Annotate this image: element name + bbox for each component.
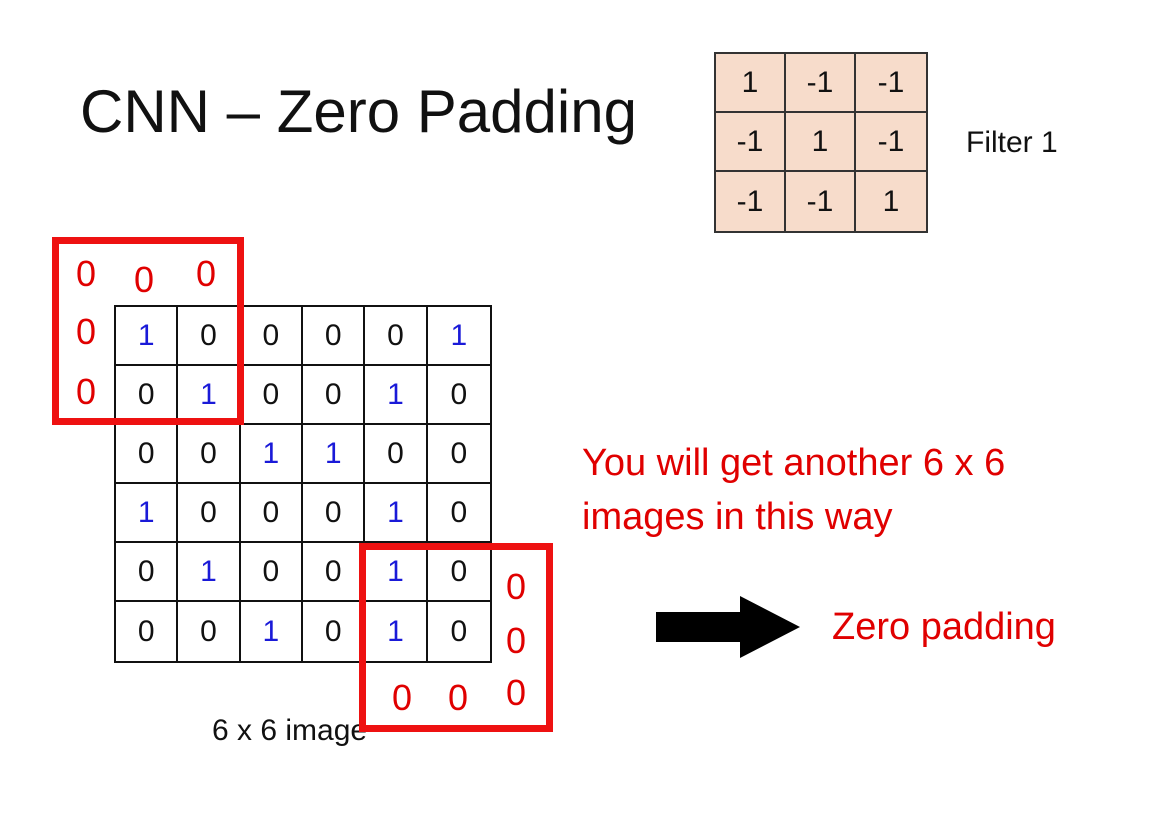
filter-cell: -1 xyxy=(856,113,926,172)
padding-zero: 0 xyxy=(134,259,155,300)
filter-cell: 1 xyxy=(716,54,786,113)
image-cell: 1 xyxy=(116,484,179,543)
image-cell: 1 xyxy=(240,425,303,484)
image-cell: 1 xyxy=(302,425,366,484)
image-cell: 0 xyxy=(116,543,179,602)
image-cell: 0 xyxy=(365,307,428,366)
image-cell: 0 xyxy=(303,602,366,661)
image-cell: 1 xyxy=(365,602,428,661)
filter-cell: -1 xyxy=(786,172,856,231)
note-line-1: You will get another 6 x 6 xyxy=(582,442,1006,484)
filter-label: Filter 1 xyxy=(966,126,1058,159)
image-cell: 0 xyxy=(240,366,303,425)
filter-cell: -1 xyxy=(716,172,786,231)
note-line-2: images in this way xyxy=(582,496,893,538)
padding-zero: 0 xyxy=(448,677,469,718)
filter-cell: -1 xyxy=(716,113,786,172)
image-cell: 0 xyxy=(302,484,366,543)
filter-cell: 1 xyxy=(786,113,856,172)
slide-title: CNN – Zero Padding xyxy=(80,78,637,145)
image-cell: 0 xyxy=(365,425,428,484)
image-cell: 0 xyxy=(302,543,366,602)
image-cell: 0 xyxy=(302,307,366,366)
filter-cell: -1 xyxy=(856,54,926,113)
filter-matrix: 1 -1 -1 -1 1 -1 -1 -1 1 xyxy=(714,52,928,233)
padding-zero: 0 xyxy=(506,672,527,713)
image-cell: 0 xyxy=(178,484,241,543)
zero-padding-label: Zero padding xyxy=(832,606,1056,648)
padding-zero: 0 xyxy=(196,253,217,294)
image-cell: 1 xyxy=(116,307,179,366)
receptive-field-box-bottom-right xyxy=(359,543,553,732)
padding-zero: 0 xyxy=(506,620,527,661)
image-cell: 0 xyxy=(302,366,366,425)
filter-cell: -1 xyxy=(786,54,856,113)
image-cell: 0 xyxy=(240,484,303,543)
padding-zero: 0 xyxy=(76,311,97,352)
image-cell: 0 xyxy=(427,366,490,425)
padding-zero: 0 xyxy=(506,566,527,607)
image-cell: 0 xyxy=(178,602,241,661)
image-caption: 6 x 6 image xyxy=(212,714,368,747)
image-cell: 0 xyxy=(240,543,303,602)
image-cell: 1 xyxy=(178,543,241,602)
image-matrix: 1 0 0 0 0 1 0 1 0 0 1 0 0 0 1 1 0 0 1 0 … xyxy=(114,305,492,663)
padding-zero: 0 xyxy=(76,371,97,412)
image-cell: 0 xyxy=(240,307,303,366)
image-cell: 0 xyxy=(427,543,490,602)
padding-zero: 0 xyxy=(76,253,97,294)
image-cell: 0 xyxy=(178,425,241,484)
image-cell: 1 xyxy=(365,543,428,602)
image-cell: 0 xyxy=(427,484,490,543)
image-cell: 0 xyxy=(450,614,468,648)
image-cell: 0 xyxy=(116,425,179,484)
image-cell: 0 xyxy=(116,602,179,661)
receptive-field-box-top-left xyxy=(52,237,244,425)
image-cell: 1 xyxy=(365,366,428,425)
padding-zero: 0 xyxy=(392,677,413,718)
image-cell: 1 xyxy=(427,307,490,366)
filter-cell: 1 xyxy=(882,184,900,218)
right-arrow-icon xyxy=(656,596,800,658)
image-cell: 0 xyxy=(427,425,490,484)
image-cell: 1 xyxy=(241,602,303,661)
image-cell: 1 xyxy=(365,484,428,543)
